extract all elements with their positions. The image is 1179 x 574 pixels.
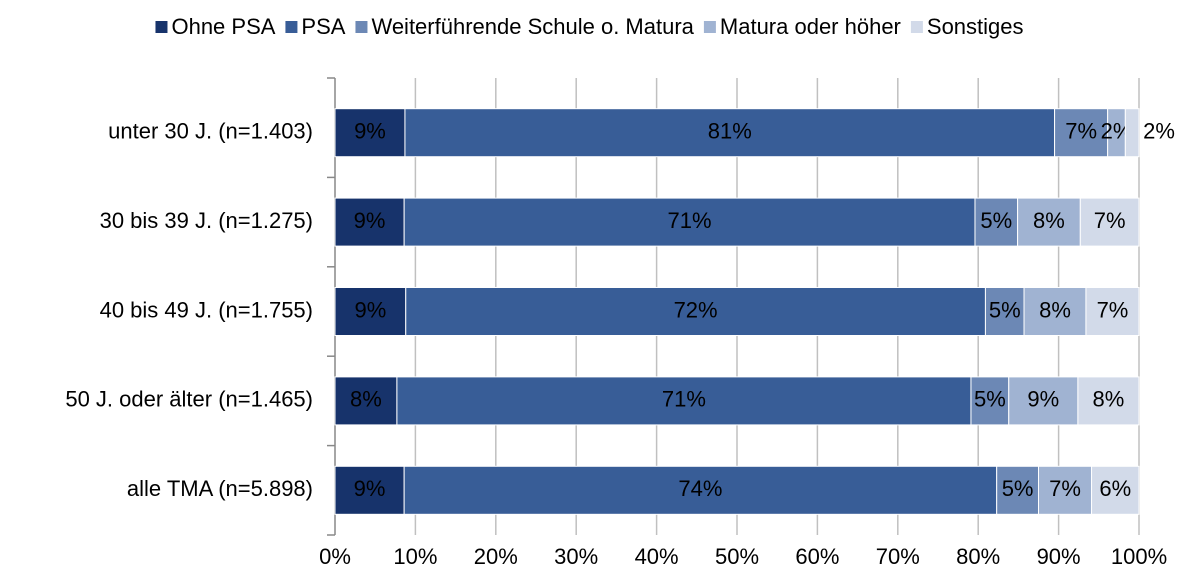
data-label: 7% [1097, 297, 1129, 322]
legend-swatch [155, 21, 168, 33]
x-tick-label: 80% [956, 544, 1000, 569]
bar-segment [1038, 465, 1093, 515]
bar-segment [974, 197, 1019, 247]
y-tick-label: alle TMA (n=5.898) [127, 476, 313, 501]
data-label: 9% [354, 297, 386, 322]
x-tick-label: 20% [474, 544, 518, 569]
x-tick-label: 50% [715, 544, 759, 569]
legend-label: Matura oder höher [720, 14, 901, 39]
bar-segment [996, 465, 1040, 515]
bar-segment [334, 197, 405, 247]
data-label: 8% [350, 387, 382, 412]
bar-segment [403, 465, 998, 515]
legend-label: PSA [301, 14, 345, 39]
data-label: 9% [354, 119, 386, 144]
bar-segment [1091, 465, 1140, 515]
data-label: 5% [980, 208, 1012, 233]
x-tick-label: 100% [1111, 544, 1167, 569]
bar-segment [1077, 376, 1140, 426]
data-label: 2% [1143, 119, 1175, 144]
data-label: 7% [1049, 476, 1081, 501]
data-label: 5% [989, 297, 1021, 322]
data-label: 5% [1002, 476, 1034, 501]
data-label: 71% [668, 208, 712, 233]
x-tick-label: 40% [635, 544, 679, 569]
bar-segment [970, 376, 1010, 426]
bar-segment [1054, 108, 1109, 158]
bar-segment [405, 287, 986, 336]
legend-swatch [355, 21, 368, 33]
bar-segment [1017, 197, 1081, 247]
x-tick-label: 10% [393, 544, 437, 569]
bar-segment [1085, 287, 1140, 336]
x-tick-label: 90% [1037, 544, 1081, 569]
legend-label: Ohne PSA [171, 14, 275, 39]
legend-label: Sonstiges [927, 14, 1024, 39]
bar-segment [334, 376, 398, 426]
data-label: 74% [678, 476, 722, 501]
bar-segment [1023, 287, 1087, 336]
y-tick-label: unter 30 J. (n=1.403) [108, 119, 313, 144]
y-tick-label: 40 bis 49 J. (n=1.755) [100, 297, 313, 322]
y-tick-label: 30 bis 39 J. (n=1.275) [100, 208, 313, 233]
legend-swatch [910, 21, 923, 33]
data-label: 8% [1093, 387, 1125, 412]
data-label: 8% [1033, 208, 1065, 233]
data-label: 9% [354, 476, 386, 501]
y-tick-label: 50 J. oder älter (n=1.465) [65, 387, 313, 412]
bar-segment [984, 287, 1025, 336]
bar-segment [1124, 108, 1140, 158]
bar-segment [1079, 197, 1140, 247]
data-label: 5% [974, 387, 1006, 412]
data-label: 81% [708, 119, 752, 144]
bar-segment [396, 376, 972, 426]
legend-swatch [703, 21, 716, 33]
data-label: 7% [1094, 208, 1126, 233]
x-tick-label: 0% [319, 544, 351, 569]
bar-segment [403, 197, 976, 247]
bar-segment [334, 108, 406, 158]
data-label: 9% [354, 208, 386, 233]
x-tick-label: 70% [876, 544, 920, 569]
legend-swatch [285, 21, 298, 33]
x-tick-label: 30% [554, 544, 598, 569]
data-label: 71% [662, 387, 706, 412]
bar-segment [334, 287, 407, 336]
bar-segment [404, 108, 1056, 158]
data-label: 9% [1027, 387, 1059, 412]
data-label: 7% [1065, 119, 1097, 144]
bar-segment [1008, 376, 1079, 426]
data-label: 72% [674, 297, 718, 322]
x-tick-label: 60% [795, 544, 839, 569]
data-label: 6% [1099, 476, 1131, 501]
data-label: 8% [1039, 297, 1071, 322]
legend-label: Weiterführende Schule o. Matura [371, 14, 694, 39]
